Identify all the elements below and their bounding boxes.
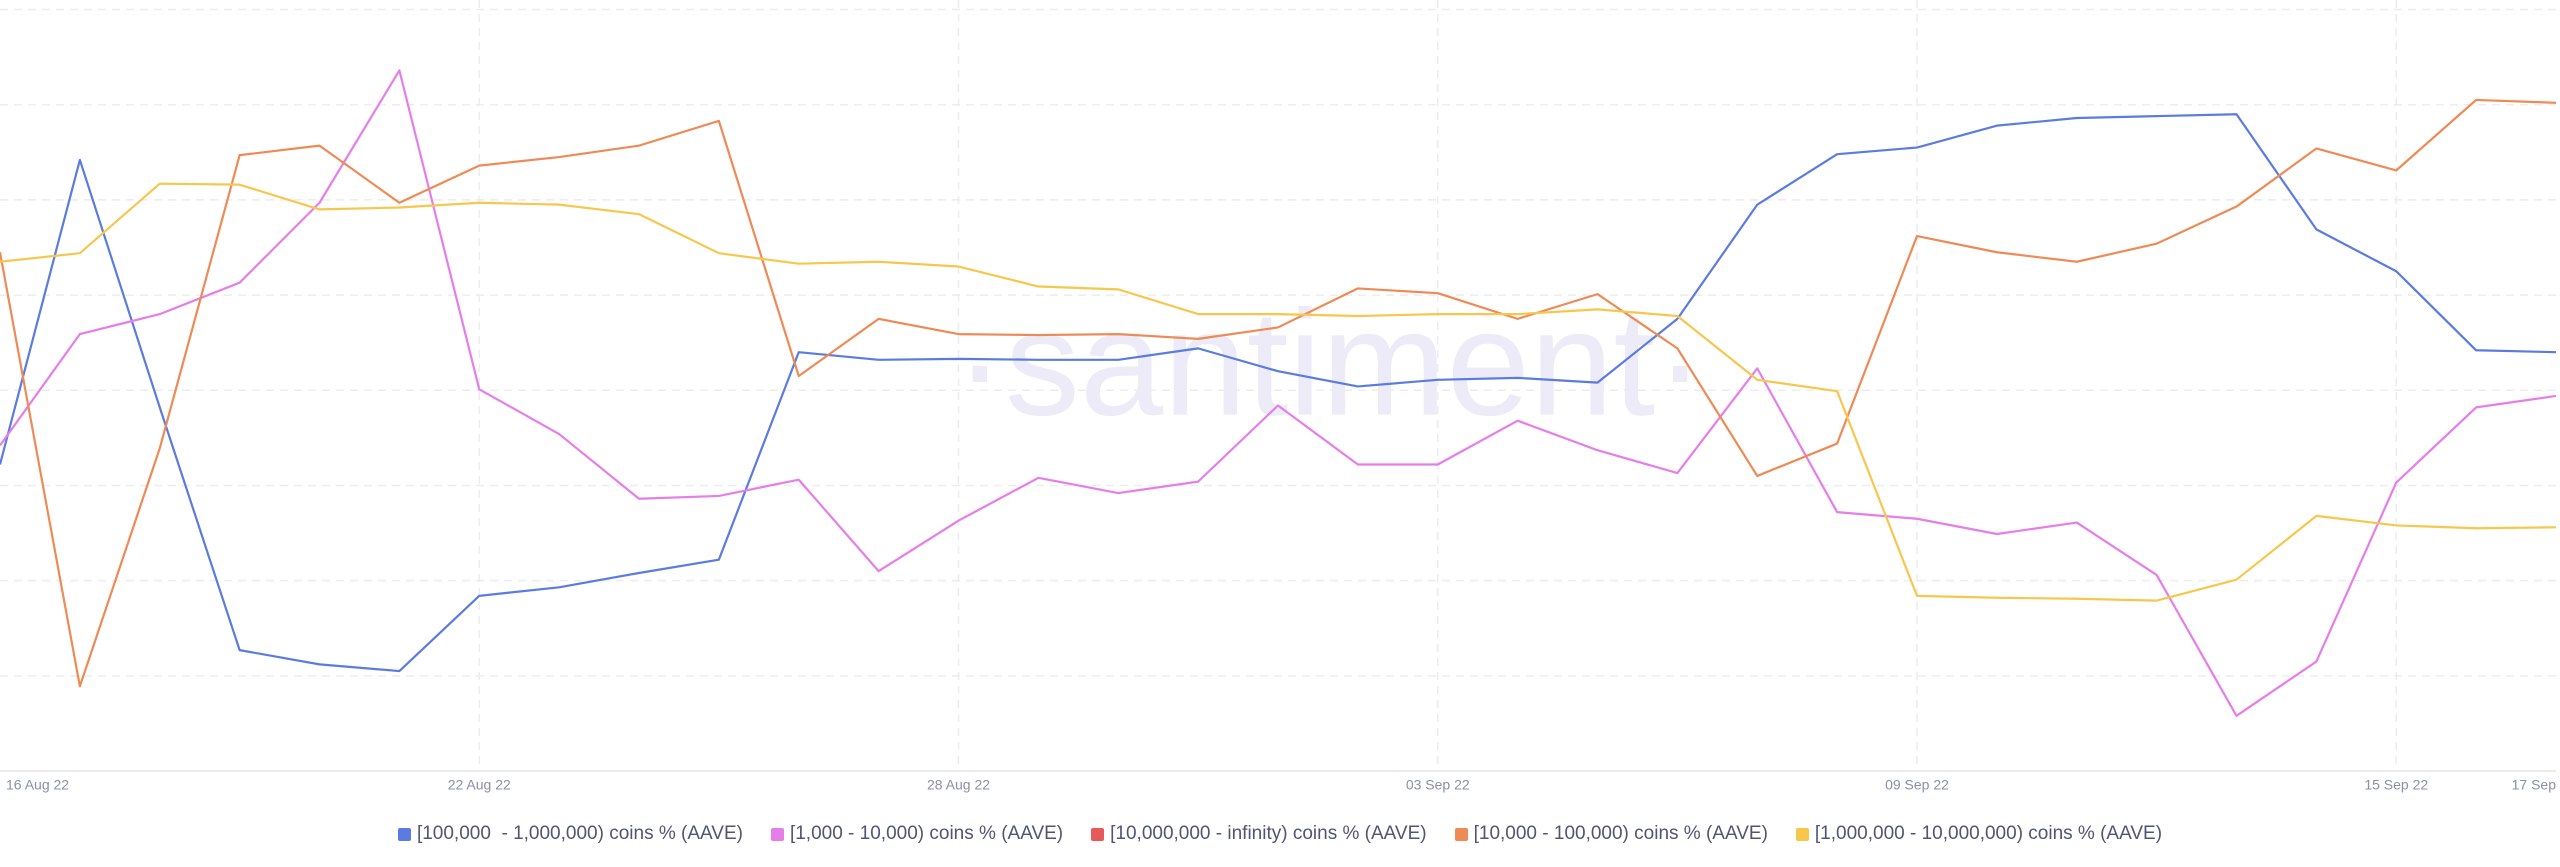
legend-swatch bbox=[770, 827, 784, 841]
x-tick-label: 16 Aug 22 bbox=[6, 777, 69, 793]
chart: ·santiment· 16 Aug 22 22 Aug 22 28 Aug 22 0… bbox=[0, 0, 2557, 793]
series-line bbox=[0, 113, 2557, 673]
legend-item[interactable]: [1,000 - 10,000) coins % (AAVE) bbox=[770, 823, 1064, 845]
series-line bbox=[0, 69, 2557, 717]
legend-label: [100,000 - 1,000,000) coins % (AAVE) bbox=[416, 823, 743, 844]
x-tick-label: 15 Sep 22 bbox=[2364, 777, 2428, 793]
legend-swatch bbox=[1091, 827, 1105, 841]
legend: [100,000 - 1,000,000) coins % (AAVE) [1,0… bbox=[0, 816, 2560, 852]
legend-swatch bbox=[1795, 827, 1809, 841]
legend-label: [10,000,000 - infinity) coins % (AAVE) bbox=[1110, 823, 1427, 844]
legend-item[interactable]: [10,000,000 - infinity) coins % (AAVE) bbox=[1091, 823, 1427, 845]
legend-label: [1,000 - 10,000) coins % (AAVE) bbox=[789, 823, 1064, 844]
series-line bbox=[0, 98, 2557, 688]
legend-label: [10,000 - 100,000) coins % (AAVE) bbox=[1473, 823, 1768, 844]
watermark: ·santiment· bbox=[955, 279, 1705, 447]
legend-item[interactable]: [1,000,000 - 10,000,000) coins % (AAVE) bbox=[1795, 823, 2163, 845]
legend-item[interactable]: [10,000 - 100,000) coins % (AAVE) bbox=[1454, 823, 1768, 845]
series-line bbox=[0, 182, 2557, 602]
legend-swatch bbox=[397, 827, 411, 841]
x-tick-label: 22 Aug 22 bbox=[448, 777, 511, 793]
legend-swatch bbox=[1454, 827, 1468, 841]
x-tick-label: 28 Aug 22 bbox=[927, 777, 990, 793]
legend-item[interactable]: [100,000 - 1,000,000) coins % (AAVE) bbox=[397, 823, 743, 845]
x-tick-label: 17 Sep bbox=[2512, 777, 2557, 793]
x-tick-label: 09 Sep 22 bbox=[1885, 777, 1949, 793]
x-tick-label: 03 Sep 22 bbox=[1406, 777, 1470, 793]
legend-label: [1,000,000 - 10,000,000) coins % (AAVE) bbox=[1814, 823, 2163, 844]
